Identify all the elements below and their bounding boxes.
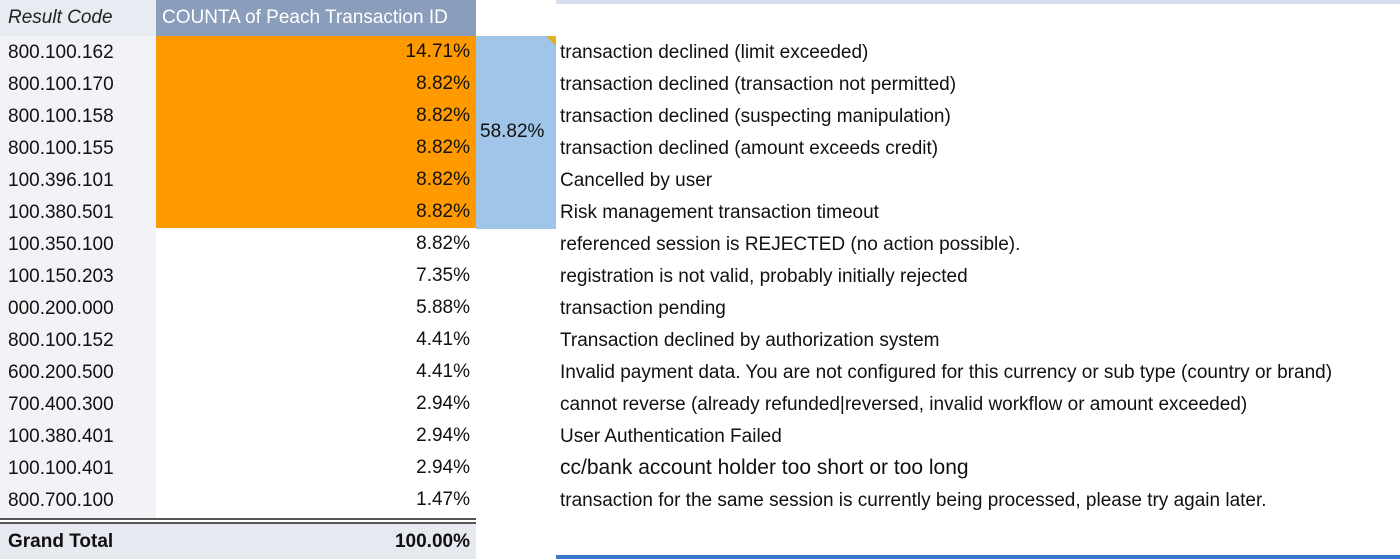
description-cell[interactable]: transaction declined (suspecting manipul… [560,106,951,127]
grand-total-divider [0,518,476,524]
result-code-cell[interactable]: 000.200.000 [8,298,114,319]
result-code-cell[interactable]: 100.380.501 [8,202,114,223]
description-cell[interactable]: referenced session is REJECTED (no actio… [560,234,1021,255]
percentage-cell[interactable]: 8.82% [156,68,476,100]
table-row: 800.100.162 14.71% transaction declined (l… [0,36,1400,68]
grand-total-row[interactable]: Grand Total 100.00% [0,524,476,559]
percentage-cell[interactable]: 4.41% [416,361,470,382]
result-code-cell[interactable]: 800.100.155 [8,138,114,159]
result-code-cell[interactable]: 800.100.152 [8,330,114,351]
header-result-code-label: Result Code [8,7,113,28]
result-code-cell[interactable]: 800.100.158 [8,106,114,127]
percentage-cell[interactable]: 8.82% [156,100,476,132]
table-row: 100.150.203 7.35% registration is not vali… [0,260,1400,292]
result-code-cell[interactable]: 100.100.401 [8,458,114,479]
table-row: 700.400.300 2.94% cannot reverse (already … [0,388,1400,420]
percentage-cell[interactable]: 8.82% [156,164,476,196]
result-code-cell[interactable]: 100.380.401 [8,426,114,447]
description-cell[interactable]: Transaction declined by authorization sy… [560,330,940,351]
table-row: 800.100.170 8.82% transaction declined (tr… [0,68,1400,100]
description-cell[interactable]: cannot reverse (already refunded|reverse… [560,394,1248,415]
table-row: 100.350.100 8.82% referenced session is RE… [0,228,1400,260]
table-row: 600.200.500 4.41% Invalid payment data. Yo… [0,356,1400,388]
description-cell[interactable]: cc/bank account holder too short or too … [560,456,969,479]
result-code-cell[interactable]: 800.100.162 [8,42,114,63]
description-cell[interactable]: transaction declined (transaction not pe… [560,74,957,95]
percentage-cell[interactable]: 8.82% [156,196,476,228]
table-row: 100.380.401 2.94% User Authentication Fail… [0,420,1400,452]
top-border [556,0,1400,4]
description-cell[interactable]: Risk management transaction timeout [560,202,879,223]
grouped-percentage-cell[interactable]: 58.82% [476,36,556,229]
grand-total-value: 100.00% [394,531,470,552]
description-cell[interactable]: transaction declined (amount exceeds cre… [560,138,939,159]
result-code-cell[interactable]: 100.150.203 [8,266,114,287]
description-cell[interactable]: transaction for the same session is curr… [560,490,1267,511]
result-code-cell[interactable]: 100.350.100 [8,234,114,255]
grand-total-label: Grand Total [8,531,114,552]
table-row: 000.200.000 5.88% transaction pending [0,292,1400,324]
percentage-cell[interactable]: 8.82% [416,233,470,254]
percentage-cell[interactable]: 7.35% [416,265,470,286]
percentage-cell[interactable]: 1.47% [416,489,470,510]
percentage-cell[interactable]: 4.41% [416,329,470,350]
table-row: 100.380.501 8.82% Risk management transact… [0,196,1400,228]
percentage-cell[interactable]: 8.82% [156,132,476,164]
percentage-cell[interactable]: 5.88% [416,297,470,318]
comment-marker-icon [546,36,556,46]
bottom-border [556,555,1400,559]
header-count[interactable]: COUNTA of Peach Transaction ID [156,0,476,38]
header-count-label: COUNTA of Peach Transaction ID [162,7,448,28]
description-cell[interactable]: registration is not valid, probably init… [560,266,968,287]
header-result-code[interactable]: Result Code [0,0,156,38]
table-row: 100.396.101 8.82% Cancelled by user [0,164,1400,196]
result-code-cell[interactable]: 800.700.100 [8,490,114,511]
grouped-percentage-value: 58.82% [480,121,545,142]
description-cell[interactable]: Cancelled by user [560,170,713,191]
result-code-cell[interactable]: 100.396.101 [8,170,114,191]
percentage-cell[interactable]: 14.71% [156,36,476,68]
result-code-cell[interactable]: 800.100.170 [8,74,114,95]
percentage-cell[interactable]: 2.94% [416,425,470,446]
table-row: 100.100.401 2.94% cc/bank account holder t… [0,452,1400,484]
description-cell[interactable]: User Authentication Failed [560,426,782,447]
table-row: 800.100.152 4.41% Transaction declined by … [0,324,1400,356]
result-code-cell[interactable]: 600.200.500 [8,362,114,383]
description-cell[interactable]: Invalid payment data. You are not config… [560,362,1333,383]
table-row: 800.100.158 8.82% transaction declined (su… [0,100,1400,132]
description-cell[interactable]: transaction pending [560,298,726,319]
result-code-cell[interactable]: 700.400.300 [8,394,114,415]
percentage-cell[interactable]: 2.94% [416,393,470,414]
table-row: 800.700.100 1.47% transaction for the same… [0,484,1400,516]
table-row: 800.100.155 8.82% transaction declined (am… [0,132,1400,164]
row-label-column [0,36,156,518]
percentage-cell[interactable]: 2.94% [416,457,470,478]
description-cell[interactable]: transaction declined (limit exceeded) [560,42,869,63]
